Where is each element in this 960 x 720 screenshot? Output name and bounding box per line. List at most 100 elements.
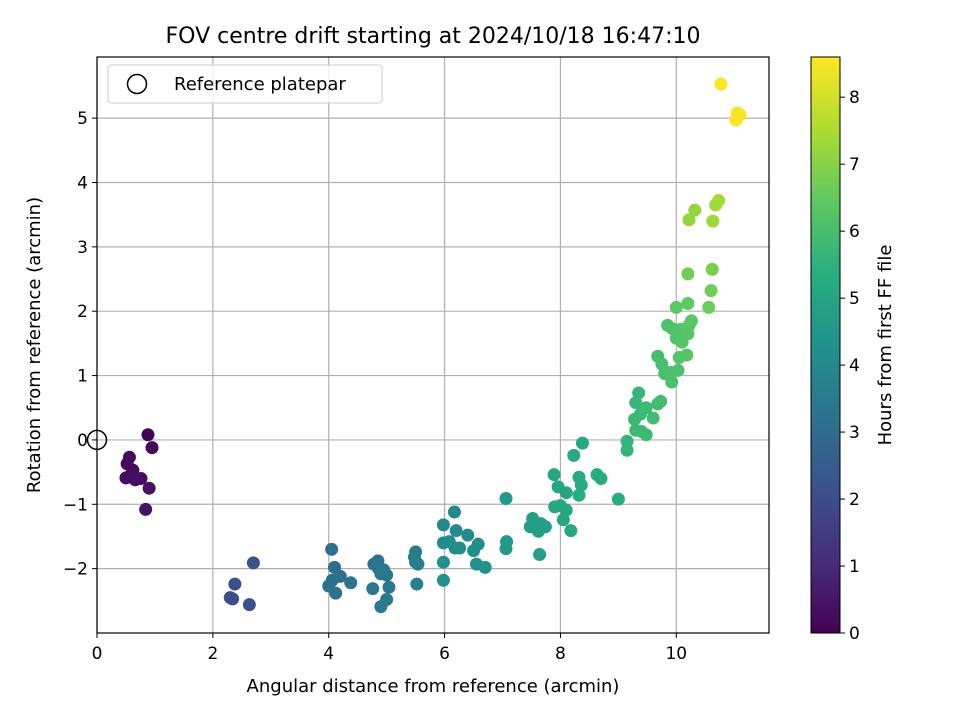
data-point [646,411,660,425]
data-point [329,586,343,600]
y-tick-label: 0 [77,431,88,451]
data-point [538,520,552,534]
colorbar-gradient [810,56,841,634]
data-point [374,600,388,614]
data-point [242,598,256,612]
data-point [471,537,485,551]
x-tick-label: 8 [555,644,566,664]
data-point [142,481,156,495]
data-point [665,375,679,389]
data-point [141,428,155,442]
data-point [325,542,339,556]
y-tick-label: −1 [63,495,88,515]
data-point [246,556,260,570]
data-point [547,468,561,482]
data-point [145,441,159,455]
data-point [620,443,634,457]
data-point [680,348,694,362]
y-tick-label: 4 [77,173,88,193]
data-point [681,296,695,310]
data-point [436,518,450,532]
colorbar-tick-label: 1 [849,557,860,577]
data-point [706,214,720,228]
data-point [714,77,728,91]
y-tick-label: −2 [63,560,88,580]
data-point [682,213,696,227]
y-tick-label: 1 [77,367,88,387]
data-point [478,560,492,574]
legend-label: Reference platepar [174,74,346,95]
data-point [594,472,608,486]
y-axis-ticks: −2 −1 0 1 2 3 4 5 [63,109,97,580]
data-point [382,580,396,594]
data-point [632,386,646,400]
y-tick-label: 5 [77,109,88,129]
colorbar-tick-label: 4 [849,356,860,376]
data-point [559,486,573,500]
x-tick-label: 2 [207,644,218,664]
data-point [499,542,513,556]
data-point [712,194,726,208]
x-tick-label: 10 [665,644,687,664]
chart-title: FOV centre drift starting at 2024/10/18 … [166,24,701,49]
data-point [228,577,242,591]
data-point [410,577,424,591]
data-point [611,492,625,506]
data-point [572,488,586,502]
data-point [704,284,718,298]
colorbar-tick-label: 0 [849,624,860,644]
data-point [556,513,570,527]
data-point [620,434,634,448]
data-points [119,77,747,614]
colorbar-ticks: 0 1 2 3 4 5 6 7 8 [840,88,860,644]
data-point [436,573,450,587]
data-point [575,436,589,450]
x-tick-label: 0 [92,644,103,664]
x-tick-label: 4 [323,644,334,664]
data-point [684,314,698,328]
colorbar-tick-label: 3 [849,423,860,443]
data-point [499,491,513,505]
y-tick-label: 2 [77,302,88,322]
data-point [705,262,719,276]
data-point [436,555,450,569]
data-point [671,363,685,377]
data-point [564,524,578,538]
data-point [567,448,581,462]
colorbar-tick-label: 7 [849,155,860,175]
legend-box [107,64,383,104]
data-point [134,472,148,486]
data-point [366,582,380,596]
data-point [533,547,547,561]
data-point [380,568,394,582]
colorbar-label: Hours from first FF file [875,245,896,446]
data-point [574,478,588,492]
colorbar-tick-label: 6 [849,222,860,242]
data-point [447,505,461,519]
x-axis-label: Angular distance from reference (arcmin) [247,676,620,697]
data-point [344,576,358,590]
data-point [639,401,653,415]
y-tick-label: 3 [77,238,88,258]
grid-lines [96,57,769,633]
data-point [453,541,467,555]
x-axis-ticks: 0 2 4 6 8 10 [92,633,687,664]
colorbar-tick-label: 2 [849,490,860,510]
legend: Reference platepar [107,64,383,104]
colorbar-tick-label: 5 [849,289,860,309]
data-point [639,428,653,442]
data-point [411,557,425,571]
data-point [702,300,716,314]
data-point [449,524,463,538]
data-point [729,113,743,127]
colorbar-tick-label: 8 [849,88,860,108]
legend-marker-icon [126,73,148,95]
data-point [669,300,683,314]
plot-frame [96,56,770,634]
data-point [461,528,475,542]
y-axis-label: Rotation from reference (arcmin) [24,197,45,493]
data-point [654,394,668,408]
data-point [226,592,240,606]
data-point [139,502,153,516]
